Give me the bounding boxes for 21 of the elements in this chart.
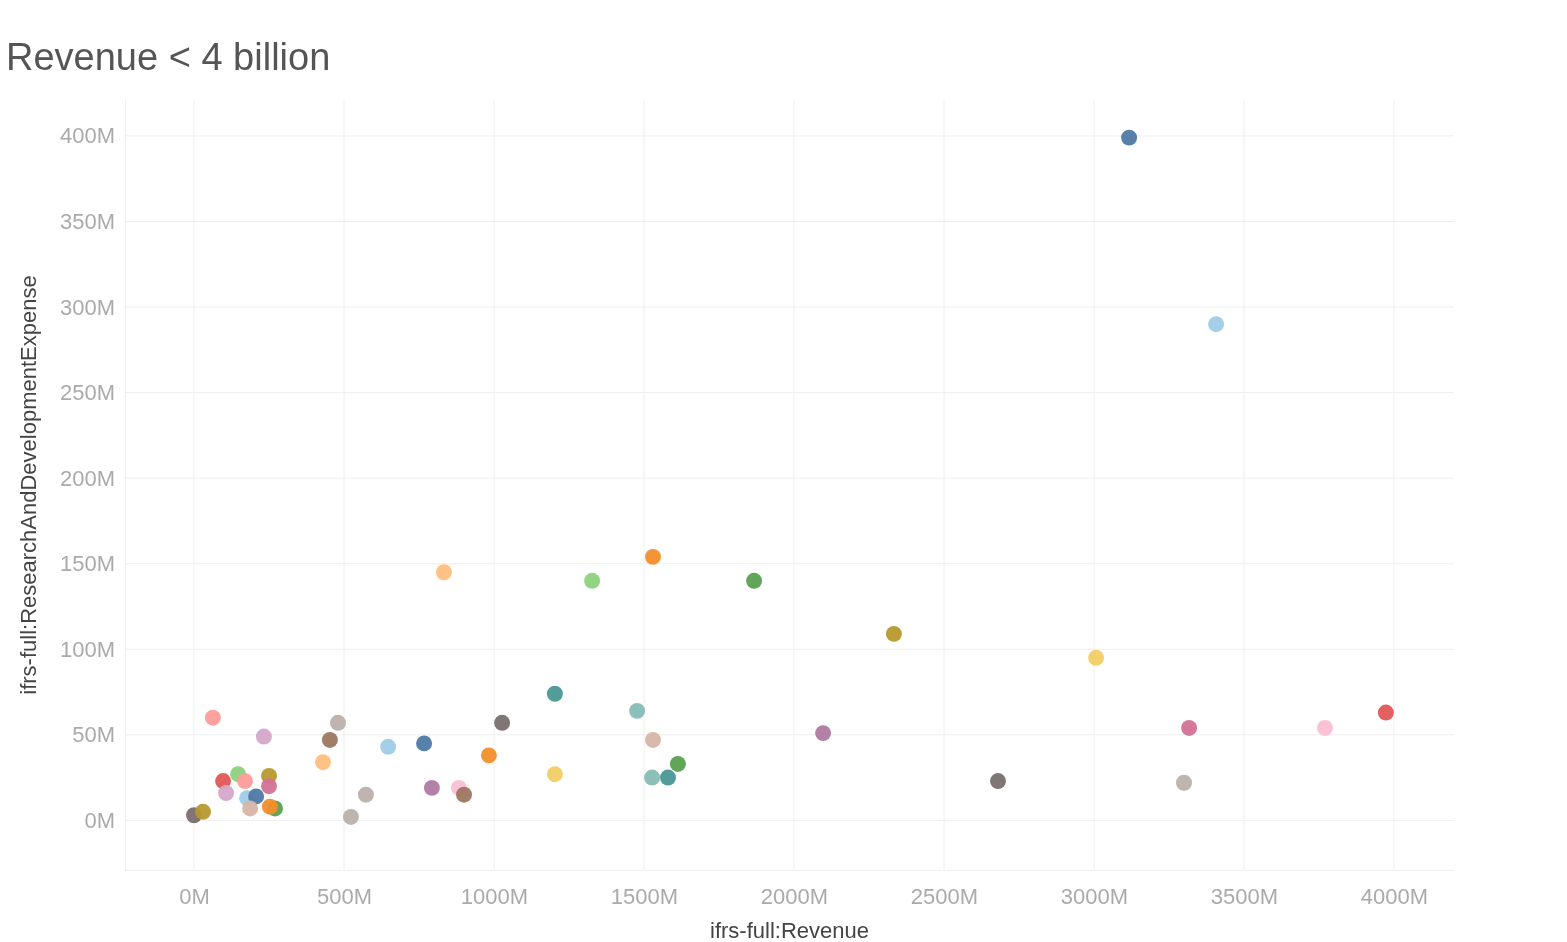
x-tick-label: 2000M bbox=[760, 883, 829, 909]
x-tick-label: 3500M bbox=[1210, 883, 1279, 909]
x-tick-label: 4000M bbox=[1360, 883, 1429, 909]
x-axis-title: ifrs-full:Revenue bbox=[710, 918, 869, 942]
x-tick-label: 1500M bbox=[610, 883, 679, 909]
y-tick-label: 250M bbox=[59, 380, 115, 406]
y-tick-label: 0M bbox=[84, 807, 115, 833]
y-tick-label: 50M bbox=[72, 722, 115, 748]
y-tick-label: 300M bbox=[59, 294, 115, 320]
y-tick-label: 350M bbox=[59, 209, 115, 235]
y-tick-label: 200M bbox=[59, 465, 115, 491]
chart-title: Revenue < 4 billion bbox=[6, 36, 331, 78]
x-tick-label: 500M bbox=[316, 883, 373, 909]
x-tick-label: 3000M bbox=[1060, 883, 1129, 909]
x-tick-label: 1000M bbox=[460, 883, 529, 909]
y-axis-title: ifrs-full:ResearchAndDevelopmentExpense bbox=[16, 275, 41, 695]
y-tick-label: 150M bbox=[59, 551, 115, 577]
y-tick-label: 400M bbox=[59, 123, 115, 149]
x-tick-label: 2500M bbox=[910, 883, 979, 909]
x-tick-label: 0M bbox=[179, 883, 210, 909]
y-tick-label: 100M bbox=[59, 636, 115, 662]
